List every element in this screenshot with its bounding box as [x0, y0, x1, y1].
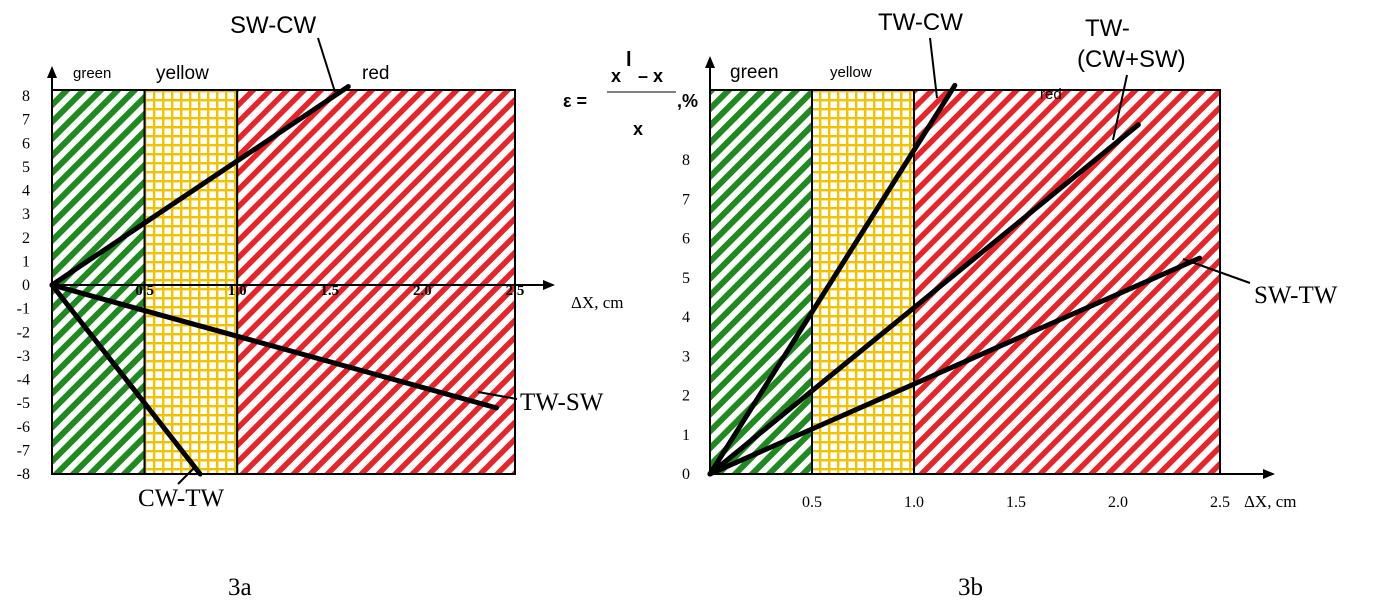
- chart-3b-zone-label-yellow: yellow: [830, 64, 872, 81]
- chart-3a-y-tick-label: 4: [22, 183, 30, 200]
- chart-3a-zones: [51, 89, 516, 475]
- chart-3b-series-label-tw-cw-sw-line2: (CW+SW): [1077, 46, 1186, 73]
- chart-3a-zone-label-yellow: yellow: [156, 63, 209, 84]
- chart-3b-y-tick-label: 6: [682, 231, 690, 248]
- chart-3a-y-tick-label: -8: [17, 466, 30, 483]
- chart-3b-leader-tw-cw: [929, 37, 938, 99]
- chart-3b-x-tick-label: 0.5: [802, 494, 822, 511]
- chart-3a-y-tick-label: -7: [17, 442, 30, 459]
- chart-3b-x-axis-title: ΔX, cm: [1244, 492, 1296, 511]
- chart-3a-y-tick-label: -5: [17, 395, 30, 412]
- chart-3b-zone-label-green: green: [730, 62, 779, 83]
- chart-3b-zone-label-red: red: [1040, 86, 1062, 103]
- formula-superscript: l: [626, 49, 632, 71]
- chart-3a-series-line-2: [49, 282, 203, 477]
- chart-3b-series-line-1: [707, 122, 1141, 477]
- chart-3b-leader-sw-tw: [1182, 258, 1251, 284]
- chart-3b-zone-red: [913, 89, 1221, 475]
- chart-3a-zone-label-green: green: [73, 65, 111, 82]
- chart-3b-zone-green: [709, 89, 813, 475]
- chart-3a-series-label-tw-sw: TW-SW: [520, 389, 604, 416]
- chart-3b-y-tick-label: 7: [682, 191, 690, 208]
- chart-3b-series-label-tw-cw: TW-CW: [878, 9, 963, 36]
- chart-3a-y-tick-label: -1: [17, 301, 30, 318]
- chart-3b-y-ticks: 0 1 2 3 4 5 6 7 8: [682, 152, 690, 483]
- chart-3b-series-line-0: [707, 82, 958, 477]
- chart-3a-y-tick-label: 6: [22, 135, 30, 152]
- chart-3b-series-line-2: [707, 255, 1203, 477]
- chart-3a-y-tick-label: 5: [22, 159, 30, 176]
- chart-3b-y-tick-label: 2: [682, 388, 690, 405]
- chart-3b-y-tick-label: 0: [682, 466, 690, 483]
- chart-3a-leader-sw-cw: [317, 37, 336, 93]
- chart-3b-x-tick-label: 1.5: [1006, 494, 1026, 511]
- chart-3b-y-tick-label: 8: [682, 152, 690, 169]
- chart-3a-y-tick-label: 8: [22, 88, 30, 105]
- chart-3b-leader-tw-cw-sw: [1112, 74, 1128, 141]
- chart-3a-x-tick-label: 2.5: [506, 283, 525, 299]
- chart-3a-x-tick-label: 0.5: [135, 283, 154, 299]
- chart-3a-y-tick-label: -3: [17, 348, 30, 365]
- chart-3b-x-tick-label: 2.0: [1108, 494, 1128, 511]
- chart-3b-series: [707, 82, 1203, 477]
- chart-3a-axes: [47, 66, 555, 474]
- chart-3a-x-tick-label: 2.0: [413, 283, 432, 299]
- chart-3a-y-tick-label: -4: [17, 372, 30, 389]
- chart-3a-series-label-cw-tw: CW-TW: [138, 485, 224, 512]
- chart-3b-x-tick-label: 2.5: [1210, 494, 1230, 511]
- formula-epsilon: ε =: [563, 91, 587, 111]
- chart-3b-y-tick-label: 5: [682, 270, 690, 287]
- chart-3b-zones: [709, 89, 1221, 475]
- chart-3a-y-tick-label: 2: [22, 230, 30, 247]
- chart-3a-leader-tw-sw: [477, 391, 518, 400]
- chart-3a-series: [49, 84, 499, 477]
- chart-3a-y-tick-label: 7: [22, 112, 30, 129]
- chart-3b-y-axis-formula: ε = x l – x x ,%: [563, 49, 698, 139]
- chart-3a-zone-yellow: [143, 89, 239, 475]
- chart-3b-series-label-sw-tw: SW-TW: [1254, 282, 1338, 309]
- chart-3a-series-line-0: [49, 84, 351, 288]
- formula-minus-x: – x: [638, 66, 663, 86]
- chart-3b-zone-yellow: [811, 89, 915, 475]
- chart-3b-x-tick-label: 1.0: [904, 494, 924, 511]
- formula-numerator: x: [611, 66, 621, 86]
- chart-3a-zone-label-red: red: [362, 63, 389, 84]
- chart-3a-y-tick-label: -2: [17, 324, 30, 341]
- chart-3a-zone-red: [236, 89, 516, 475]
- chart-3a-caption: 3a: [228, 574, 252, 601]
- chart-3b-series-label-tw-cw-sw-line1: TW-: [1085, 15, 1130, 42]
- chart-3b-axes: [705, 56, 1275, 479]
- chart-3a-y-ticks: 8 7 6 5 4 3 2 1 0 -1 -2 -3 -4 -5 -6 -7 -8: [17, 88, 30, 483]
- chart-3a-zone-green: [51, 89, 146, 475]
- formula-denominator: x: [633, 119, 643, 139]
- chart-3b-y-tick-label: 1: [682, 427, 690, 444]
- chart-3a-x-tick-label: 1.0: [228, 283, 247, 299]
- chart-3a-y-tick-label: 1: [22, 253, 30, 270]
- chart-3a: 8 7 6 5 4 3 2 1 0 -1 -2 -3 -4 -5 -6 -7 -8 0.5 1.0 1.5 2.0 2.…: [17, 12, 624, 601]
- chart-3a-y-tick-label: 3: [22, 206, 30, 223]
- chart-3b-y-tick-label: 3: [682, 348, 690, 365]
- chart-3a-x-ticks: 0.5 1.0 1.5 2.0 2.5: [135, 283, 524, 299]
- chart-3b-y-tick-label: 4: [682, 309, 690, 326]
- chart-3a-y-tick-label: 0: [22, 277, 30, 294]
- chart-3a-x-axis-title: ΔX, cm: [571, 293, 623, 312]
- formula-unit: ,%: [677, 91, 698, 111]
- chart-3b-x-ticks: 0.5 1.0 1.5 2.0 2.5: [802, 494, 1230, 511]
- chart-3a-series-label-sw-cw: SW-CW: [230, 12, 317, 39]
- chart-3a-leader-cw-tw: [177, 467, 195, 485]
- chart-3a-series-line-1: [49, 282, 499, 411]
- chart-3b-caption: 3b: [958, 574, 983, 601]
- chart-3a-y-tick-label: -6: [17, 419, 30, 436]
- chart-3b: 0 1 2 3 4 5 6 7 8 0.5 1.0 1.5 2.0 2.5 green yellow r…: [563, 9, 1338, 601]
- chart-3a-x-tick-label: 1.5: [320, 283, 339, 299]
